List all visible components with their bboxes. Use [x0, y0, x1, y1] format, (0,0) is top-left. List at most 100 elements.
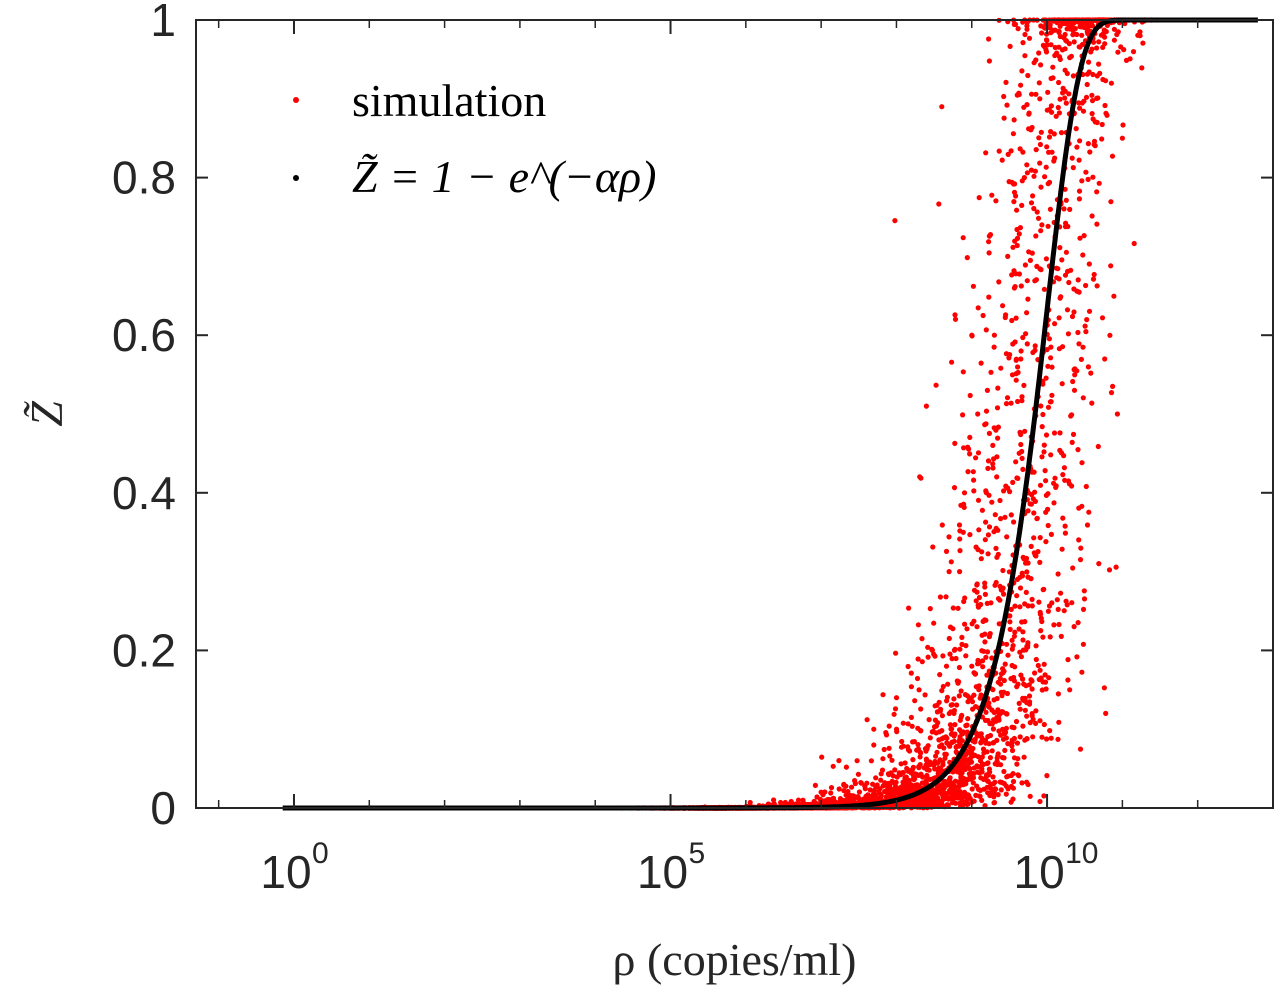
fit-curve-line — [282, 17, 1258, 811]
simulation-point — [1005, 773, 1011, 779]
simulation-point — [999, 754, 1006, 761]
simulation-point — [920, 799, 926, 805]
simulation-point — [910, 771, 917, 778]
simulation-point — [1018, 82, 1024, 88]
simulation-point — [956, 693, 962, 699]
simulation-point — [1009, 637, 1015, 643]
simulation-point — [1017, 225, 1024, 231]
simulation-point — [983, 327, 989, 333]
simulation-point — [1026, 249, 1032, 255]
simulation-point — [877, 786, 883, 792]
simulation-point — [963, 798, 969, 804]
simulation-point — [968, 754, 975, 760]
simulation-point — [974, 581, 980, 587]
simulation-point — [1062, 31, 1068, 38]
y-tick-label: 1 — [150, 0, 176, 46]
simulation-point — [1065, 223, 1071, 230]
simulation-point — [1038, 403, 1044, 409]
simulation-point — [1027, 793, 1033, 799]
simulation-point — [935, 768, 941, 774]
simulation-point — [1015, 756, 1021, 762]
simulation-point — [1085, 176, 1091, 182]
simulation-point — [976, 527, 982, 533]
simulation-point — [1069, 155, 1075, 161]
simulation-point — [960, 802, 966, 809]
simulation-point — [1010, 244, 1016, 250]
simulation-point — [1080, 252, 1086, 258]
simulation-point — [980, 658, 986, 664]
simulation-point — [1048, 452, 1054, 458]
simulation-point — [1048, 344, 1054, 350]
simulation-point — [1065, 331, 1071, 337]
simulation-point — [1027, 720, 1033, 726]
simulation-point — [1045, 404, 1052, 410]
simulation-point — [1037, 160, 1043, 166]
simulation-point — [973, 704, 979, 710]
simulation-point — [1008, 676, 1014, 682]
simulation-point — [819, 754, 825, 760]
simulation-point — [1080, 108, 1087, 114]
simulation-point — [1061, 465, 1067, 471]
simulation-point — [1019, 780, 1025, 786]
simulation-point — [1096, 39, 1102, 45]
simulation-point — [1071, 624, 1077, 630]
simulation-point — [963, 653, 969, 659]
simulation-point — [930, 728, 936, 734]
simulation-point — [1013, 377, 1019, 383]
simulation-point — [952, 316, 959, 322]
simulation-point — [1011, 519, 1017, 525]
simulation-point — [1058, 590, 1064, 596]
simulation-point — [943, 594, 949, 600]
simulation-point — [1025, 72, 1031, 79]
simulation-point — [1114, 31, 1120, 38]
simulation-point — [1035, 215, 1042, 221]
simulation-point — [1005, 485, 1011, 491]
simulation-point — [1077, 105, 1083, 111]
simulation-point — [1017, 649, 1023, 655]
simulation-point — [864, 717, 870, 723]
simulation-point — [1016, 231, 1022, 237]
simulation-point — [1086, 59, 1092, 65]
simulation-point — [1036, 80, 1042, 86]
simulation-point — [1015, 369, 1021, 376]
simulation-point — [1089, 46, 1095, 52]
simulation-point — [1086, 509, 1092, 515]
simulation-point — [998, 516, 1004, 522]
simulation-point — [941, 785, 947, 792]
simulation-point — [843, 792, 849, 798]
simulation-point — [1077, 235, 1083, 241]
simulation-point — [1009, 662, 1015, 669]
y-axis-ticks: 0 0.2 0.4 0.6 0.8 1 — [112, 0, 1273, 834]
x-tick-exponent: 5 — [689, 837, 706, 870]
simulation-point — [984, 387, 991, 393]
simulation-point — [1062, 523, 1068, 529]
simulation-point — [856, 789, 863, 795]
simulation-point — [936, 201, 942, 207]
simulation-point — [1109, 153, 1116, 159]
simulation-point — [1046, 675, 1052, 681]
simulation-point — [875, 795, 881, 802]
simulation-point — [1094, 189, 1100, 195]
simulation-point — [1113, 564, 1119, 570]
simulation-point — [747, 799, 753, 806]
simulation-point — [1004, 102, 1010, 108]
simulation-point — [1071, 387, 1078, 393]
simulation-point — [1089, 98, 1096, 104]
simulation-point — [951, 733, 957, 739]
simulation-point — [989, 721, 995, 727]
simulation-point — [1025, 560, 1031, 566]
simulation-point — [940, 759, 946, 766]
simulation-point — [1037, 482, 1044, 488]
legend-marker-simulation — [293, 97, 299, 103]
simulation-point — [1062, 95, 1068, 101]
simulation-point — [969, 786, 975, 792]
simulation-point — [929, 646, 935, 653]
simulation-point — [984, 672, 990, 678]
simulation-point — [1015, 364, 1021, 370]
simulation-point — [918, 771, 924, 777]
simulation-point — [965, 469, 971, 475]
simulation-point — [1022, 707, 1028, 713]
simulation-point — [1079, 503, 1085, 509]
simulation-point — [1010, 778, 1017, 785]
simulation-point — [959, 712, 965, 718]
